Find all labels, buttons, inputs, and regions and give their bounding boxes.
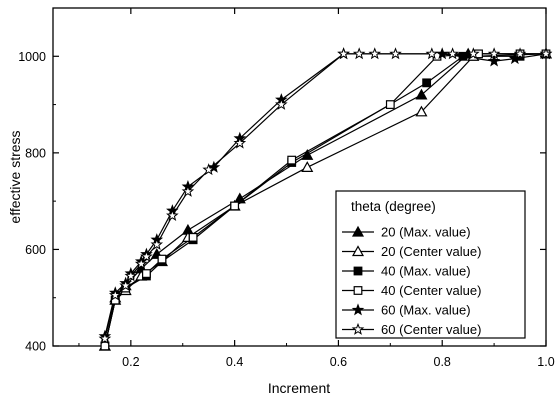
data-point	[467, 47, 480, 60]
data-point	[435, 47, 449, 60]
legend: theta (degree) 20 (Max. value) 20 (Center…	[335, 190, 526, 339]
x-tick-label: 0.4	[226, 355, 243, 369]
legend-label: 40 (Max. value)	[381, 264, 471, 279]
data-point	[301, 161, 314, 172]
data-point	[389, 47, 402, 60]
y-tick-label: 800	[25, 146, 46, 160]
y-tick-label: 600	[25, 243, 46, 257]
x-tick-label: 1.0	[537, 355, 554, 369]
legend-label: 60 (Max. value)	[381, 303, 471, 318]
legend-label: 40 (Center value)	[381, 283, 481, 298]
axis-ticks: 0.2 0.4 0.6 0.8 1.0 400 600 800 1000	[18, 7, 555, 369]
series-markers	[98, 47, 553, 351]
data-point	[230, 201, 240, 211]
data-point	[119, 279, 132, 292]
data-point	[487, 54, 501, 67]
legend-marker	[353, 266, 363, 276]
data-point	[301, 149, 314, 160]
data-point	[202, 163, 215, 176]
data-point	[157, 254, 167, 264]
x-tick-label: 0.6	[330, 355, 347, 369]
data-point	[458, 51, 468, 61]
data-point	[181, 184, 195, 197]
legend-title: theta (degree)	[351, 199, 436, 214]
legend-label: 20 (Max. value)	[381, 225, 471, 240]
data-point	[233, 136, 247, 149]
data-point	[108, 288, 122, 301]
data-point	[425, 47, 439, 60]
legend-marker	[351, 303, 365, 316]
x-axis-label: Increment	[268, 380, 330, 396]
data-point	[385, 100, 395, 109]
data-point	[275, 97, 288, 110]
x-tick-label: 0.2	[122, 355, 139, 369]
data-point	[207, 160, 221, 173]
data-point	[134, 257, 148, 270]
legend-label: 20 (Center value)	[381, 244, 481, 259]
y-tick-label: 400	[25, 340, 46, 354]
y-axis-label: effective stress	[7, 130, 23, 223]
data-point	[166, 209, 179, 221]
data-point	[352, 47, 366, 60]
data-point	[539, 47, 553, 60]
data-point	[98, 332, 112, 345]
data-point	[188, 232, 198, 242]
data-point	[100, 341, 110, 351]
legend-marker	[351, 225, 365, 237]
legend-items: 20 (Max. value) 20 (Center value) 40 (Max.…	[342, 225, 481, 337]
data-point	[233, 192, 246, 204]
data-point	[142, 269, 151, 278]
y-tick-label: 1000	[18, 50, 46, 64]
data-point	[124, 269, 138, 282]
x-tick-label: 0.8	[434, 355, 451, 369]
plot-frame	[52, 7, 547, 347]
data-point	[422, 78, 432, 88]
legend-marker	[353, 286, 363, 295]
data-point	[337, 47, 350, 60]
data-point	[368, 47, 382, 60]
legend-marker	[351, 322, 365, 335]
data-point	[487, 47, 501, 60]
data-point	[415, 88, 428, 100]
data-point	[287, 155, 297, 165]
data-point	[140, 250, 153, 263]
legend-label: 60 (Center value)	[381, 322, 481, 337]
data-point	[513, 47, 527, 60]
legend-marker	[351, 245, 365, 257]
legend-box	[335, 190, 526, 339]
data-point	[446, 47, 459, 60]
data-point	[415, 105, 428, 117]
data-point	[150, 237, 164, 250]
